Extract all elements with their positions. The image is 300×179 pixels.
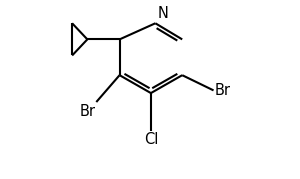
Text: N: N (157, 6, 168, 21)
Text: Br: Br (214, 83, 230, 98)
Text: Cl: Cl (144, 132, 158, 147)
Text: Br: Br (80, 104, 95, 119)
